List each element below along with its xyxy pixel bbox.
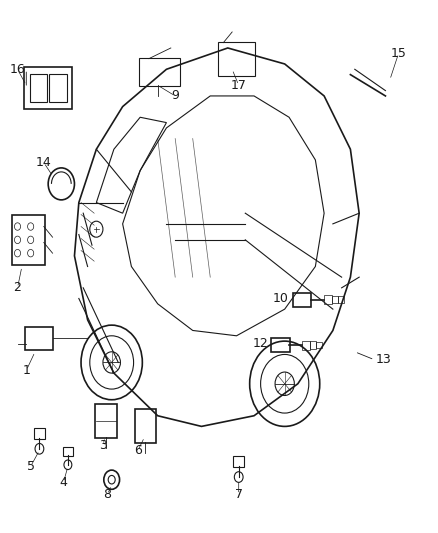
Text: 12: 12 <box>253 337 268 350</box>
Text: 15: 15 <box>391 47 406 60</box>
Text: 10: 10 <box>272 292 288 305</box>
Text: 1: 1 <box>22 364 30 377</box>
Text: 16: 16 <box>10 63 25 76</box>
Text: 5: 5 <box>27 460 35 473</box>
Text: 3: 3 <box>99 439 107 451</box>
Text: 17: 17 <box>231 79 247 92</box>
Text: 2: 2 <box>14 281 21 294</box>
Text: 4: 4 <box>60 476 67 489</box>
Text: 6: 6 <box>134 444 142 457</box>
Text: 8: 8 <box>103 488 111 501</box>
Text: 13: 13 <box>375 353 391 366</box>
Text: 14: 14 <box>36 156 52 169</box>
Text: 7: 7 <box>235 488 243 501</box>
Text: 9: 9 <box>171 90 179 102</box>
